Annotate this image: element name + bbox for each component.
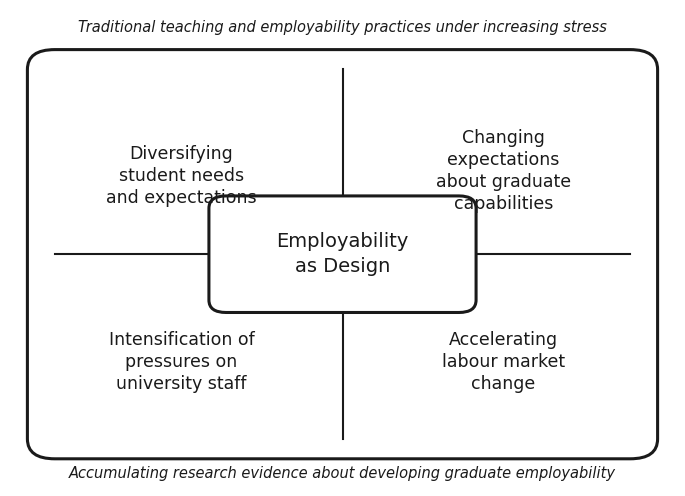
Text: Traditional teaching and employability practices under increasing stress: Traditional teaching and employability p… [78,20,607,35]
Text: Changing
expectations
about graduate
capabilities: Changing expectations about graduate cap… [436,129,571,213]
Text: Diversifying
student needs
and expectations: Diversifying student needs and expectati… [106,145,257,207]
FancyBboxPatch shape [27,50,658,459]
Text: Employability
as Design: Employability as Design [276,233,409,276]
Text: Intensification of
pressures on
university staff: Intensification of pressures on universi… [109,331,254,393]
FancyBboxPatch shape [209,196,476,312]
Text: Accelerating
labour market
change: Accelerating labour market change [442,331,565,393]
Text: Accumulating research evidence about developing graduate employability: Accumulating research evidence about dev… [69,466,616,481]
